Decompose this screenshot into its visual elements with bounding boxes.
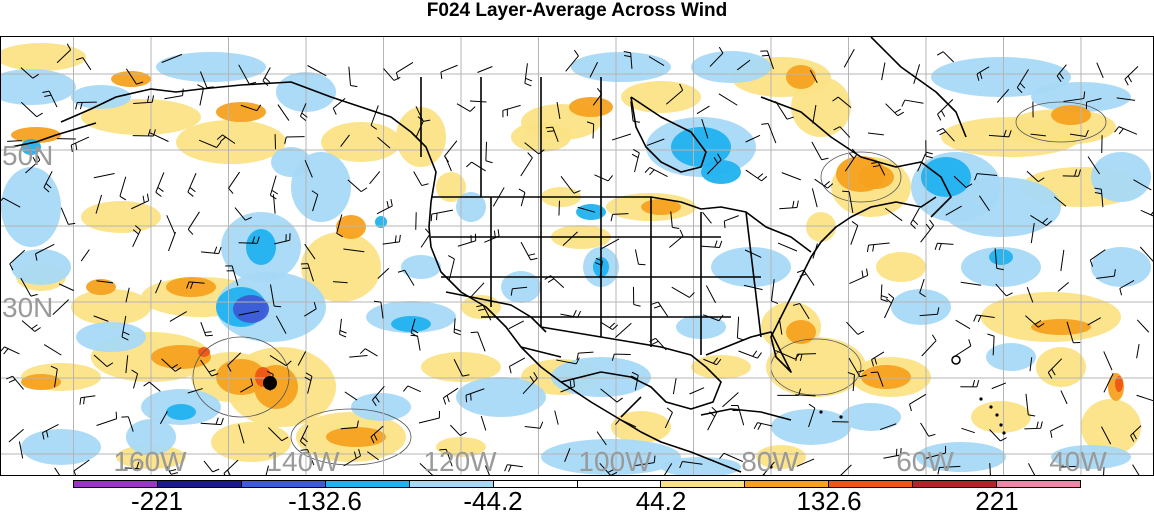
map-title: F024 Layer-Average Across Wind [0,0,1154,22]
colorbar-tick-label: -44.2 [463,488,522,514]
map-panel [0,36,1154,476]
lat-label-30n: 30N [2,294,53,322]
colorbar-tick-label: 132.6 [796,488,861,514]
lon-label-80w: 80W [741,448,799,476]
color-scale-bar [73,480,1081,488]
colorbar-tick-label: -221 [131,488,183,514]
lon-label-40w: 40W [1049,448,1107,476]
lat-label-50n: 50N [2,142,53,170]
shaded-anomaly-fields [1,43,1151,475]
open-circle-marker [952,356,960,364]
colorbar-tick-label: 221 [975,488,1018,514]
lon-label-120w: 120W [423,448,496,476]
lon-label-140w: 140W [266,448,339,476]
colorbar-tick-label: -132.6 [288,488,362,514]
colorbar-tick-label: 44.2 [636,488,687,514]
lon-label-100w: 100W [578,448,651,476]
filled-dot-marker [263,376,277,390]
lon-label-160w: 160W [113,448,186,476]
map-canvas [1,37,1153,475]
lon-label-60w: 60W [896,448,954,476]
